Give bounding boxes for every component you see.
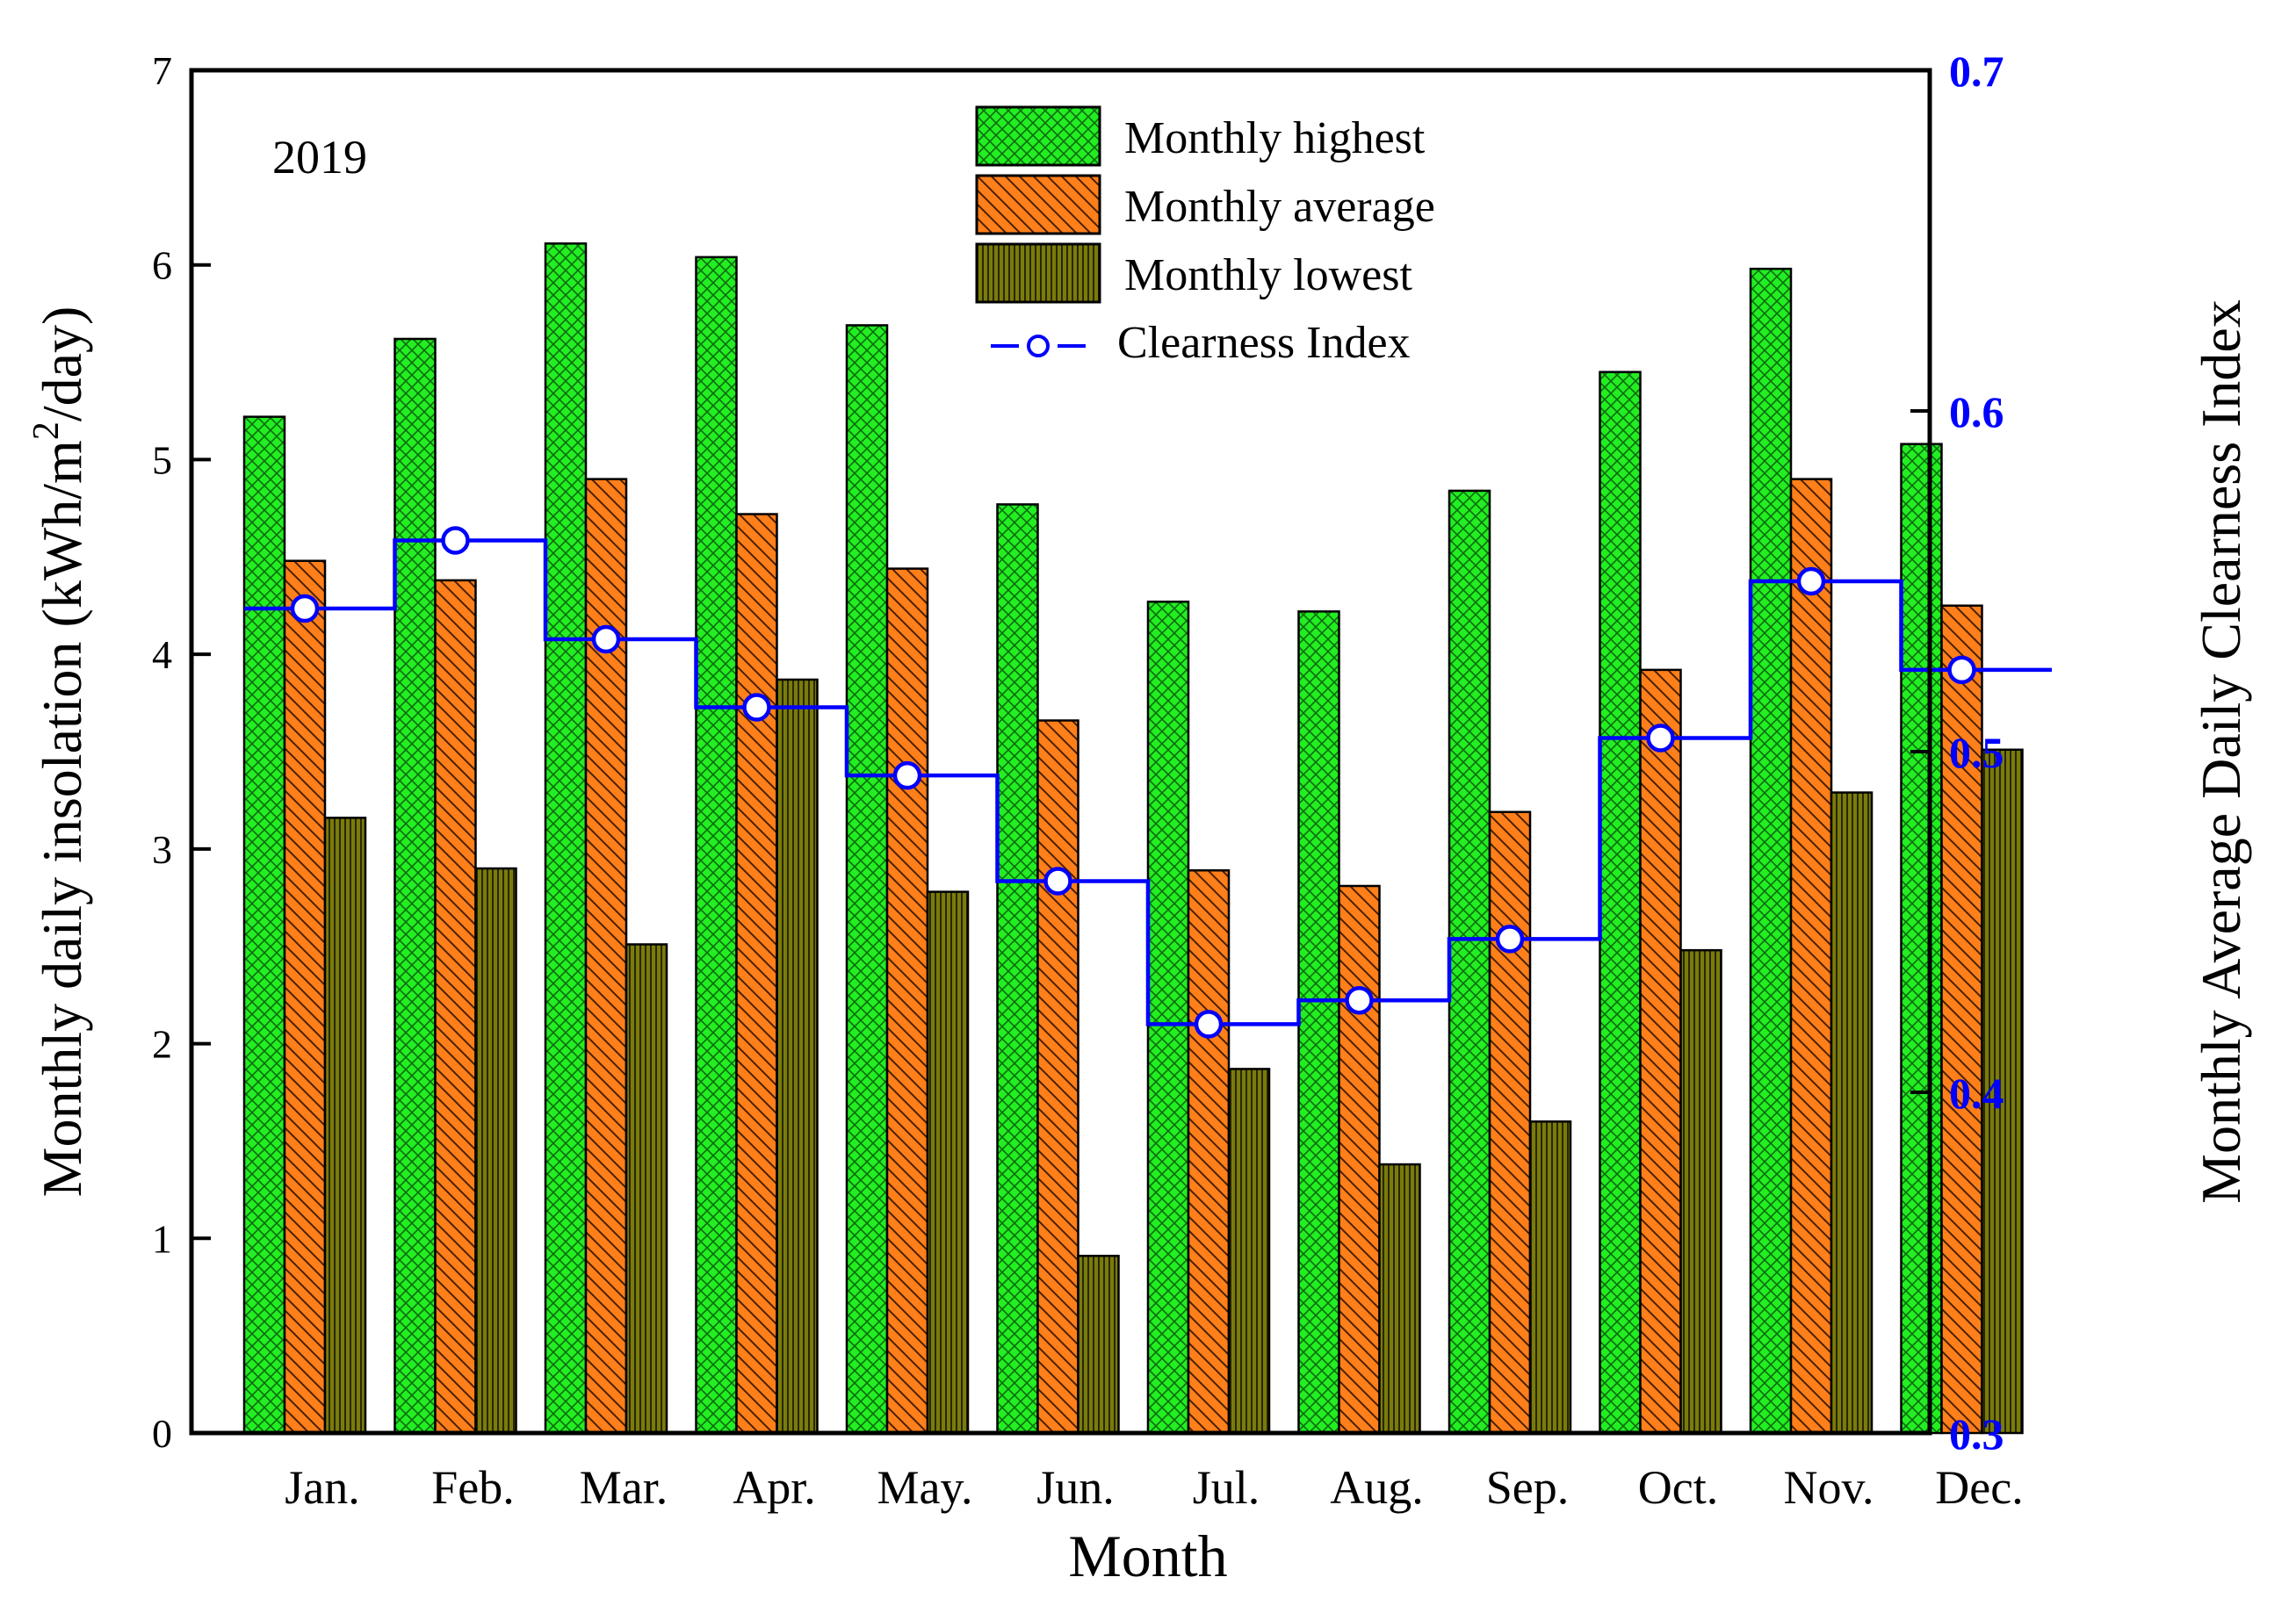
year-annotation: 2019 <box>272 131 367 184</box>
bar-vertical-11 <box>1981 748 2024 1435</box>
legend-swatch-lowest <box>975 242 1101 304</box>
left-tick-label-4: 4 <box>152 632 172 677</box>
bar-crosshatch-6 <box>1146 601 1190 1435</box>
left-tick-label-5: 5 <box>152 437 172 482</box>
legend-label-highest: Monthly highest <box>1124 113 1426 163</box>
x-tick-label-0: Jan. <box>285 1461 359 1514</box>
x-tick-label-5: Jun. <box>1036 1461 1115 1514</box>
bar-crosshatch-1 <box>393 337 437 1435</box>
bar-diagonal-11 <box>1940 604 1983 1435</box>
bar-crosshatch-5 <box>996 503 1039 1435</box>
bar-vertical-2 <box>625 943 668 1435</box>
bar-vertical-0 <box>323 817 367 1435</box>
right-tick-label-1: 0.4 <box>1949 1069 2004 1118</box>
clearness-point-11 <box>1947 655 1976 685</box>
bar-vertical-5 <box>1077 1254 1120 1435</box>
clearness-point-7 <box>1345 985 1374 1015</box>
clearness-point-10 <box>1796 566 1826 596</box>
bar-diagonal-3 <box>735 513 778 1435</box>
clearness-point-1 <box>441 526 470 555</box>
clearness-point-9 <box>1646 724 1675 753</box>
right-axis-ticks: 0.3 0.4 0.5 0.6 0.7 <box>1910 47 2004 1458</box>
bar-vertical-8 <box>1528 1120 1572 1435</box>
left-tick-label-6: 6 <box>152 243 172 288</box>
bar-diagonal-6 <box>1187 868 1231 1435</box>
bar-vertical-10 <box>1830 791 1874 1435</box>
x-tick-label-4: May. <box>877 1461 973 1514</box>
bar-crosshatch-7 <box>1297 610 1340 1435</box>
y-axis-title: Monthly daily insolation (kWh/m2/day) <box>26 306 93 1198</box>
legend-swatch-average <box>975 174 1101 235</box>
x-tick-label-8: Sep. <box>1486 1461 1570 1514</box>
left-tick-label-3: 3 <box>152 827 172 872</box>
x-axis-title: Month <box>1068 1523 1227 1589</box>
legend-swatch-highest <box>975 105 1101 167</box>
bar-crosshatch-4 <box>845 324 889 1435</box>
left-tick-label-1: 1 <box>152 1216 172 1261</box>
bar-diagonal-0 <box>283 559 327 1435</box>
right-tick-label-0: 0.3 <box>1949 1409 2004 1458</box>
bar-diagonal-7 <box>1338 884 1381 1435</box>
x-tick-label-1: Feb. <box>431 1461 515 1514</box>
bar-crosshatch-2 <box>544 242 588 1435</box>
clearness-step-line <box>244 538 2052 1026</box>
right-tick-label-4: 0.7 <box>1949 47 2004 96</box>
x-tick-label-6: Jul. <box>1193 1461 1260 1514</box>
bar-diagonal-10 <box>1789 478 1833 1435</box>
x-tick-label-11: Dec. <box>1935 1461 2023 1514</box>
bars-layer <box>242 242 2024 1435</box>
bar-crosshatch-0 <box>242 415 286 1435</box>
right-tick-label-2: 0.5 <box>1949 728 2004 777</box>
x-tick-label-2: Mar. <box>580 1461 668 1514</box>
clearness-point-2 <box>591 624 621 654</box>
bar-vertical-6 <box>1227 1068 1271 1435</box>
x-axis-ticks: Jan. Feb. Mar. Apr. May. Jun. Jul. Aug. Sep. Oct.… <box>285 1461 2023 1514</box>
bar-crosshatch-11 <box>1900 443 1943 1435</box>
clearness-point-0 <box>290 594 320 623</box>
legend-swatch-clearness <box>991 335 1086 357</box>
left-axis-ticks: 0 1 2 3 4 5 6 7 <box>152 48 211 1456</box>
legend-label-average: Monthly average <box>1124 182 1435 232</box>
x-tick-label-9: Oct. <box>1638 1461 1718 1514</box>
clearness-point-8 <box>1495 925 1525 954</box>
bar-diagonal-9 <box>1639 668 1682 1435</box>
bar-vertical-1 <box>474 867 517 1435</box>
bar-crosshatch-10 <box>1749 267 1793 1435</box>
y2-axis-title: Monthly Average Daily Clearness Index <box>2190 299 2252 1204</box>
x-tick-label-10: Nov. <box>1784 1461 1874 1514</box>
clearness-point-3 <box>742 693 771 722</box>
bar-vertical-9 <box>1679 948 1722 1435</box>
bar-diagonal-4 <box>885 567 929 1435</box>
clearness-point-5 <box>1043 867 1072 896</box>
legend-label-lowest: Monthly lowest <box>1124 250 1412 300</box>
clearness-point-4 <box>892 760 922 790</box>
clearness-point-6 <box>1194 1010 1224 1039</box>
bar-diagonal-8 <box>1488 810 1532 1435</box>
bar-crosshatch-8 <box>1448 489 1491 1435</box>
bar-diagonal-5 <box>1036 719 1079 1435</box>
bar-crosshatch-9 <box>1599 371 1642 1435</box>
legend-label-clearness: Clearness Index <box>1117 318 1411 368</box>
bar-vertical-3 <box>776 678 819 1435</box>
bar-diagonal-2 <box>584 478 628 1435</box>
legend: Monthly highest Monthly average Monthly … <box>975 105 1435 368</box>
bar-diagonal-1 <box>434 579 477 1435</box>
bar-vertical-7 <box>1378 1163 1421 1435</box>
left-tick-label-7: 7 <box>152 48 172 93</box>
right-tick-label-3: 0.6 <box>1949 387 2004 436</box>
x-tick-label-3: Apr. <box>733 1461 816 1514</box>
left-tick-label-2: 2 <box>152 1022 172 1067</box>
bar-crosshatch-3 <box>695 256 738 1435</box>
left-tick-label-0: 0 <box>152 1411 172 1456</box>
x-tick-label-7: Aug. <box>1330 1461 1424 1514</box>
bar-vertical-4 <box>926 890 970 1435</box>
clearness-line-layer <box>244 526 2052 1039</box>
